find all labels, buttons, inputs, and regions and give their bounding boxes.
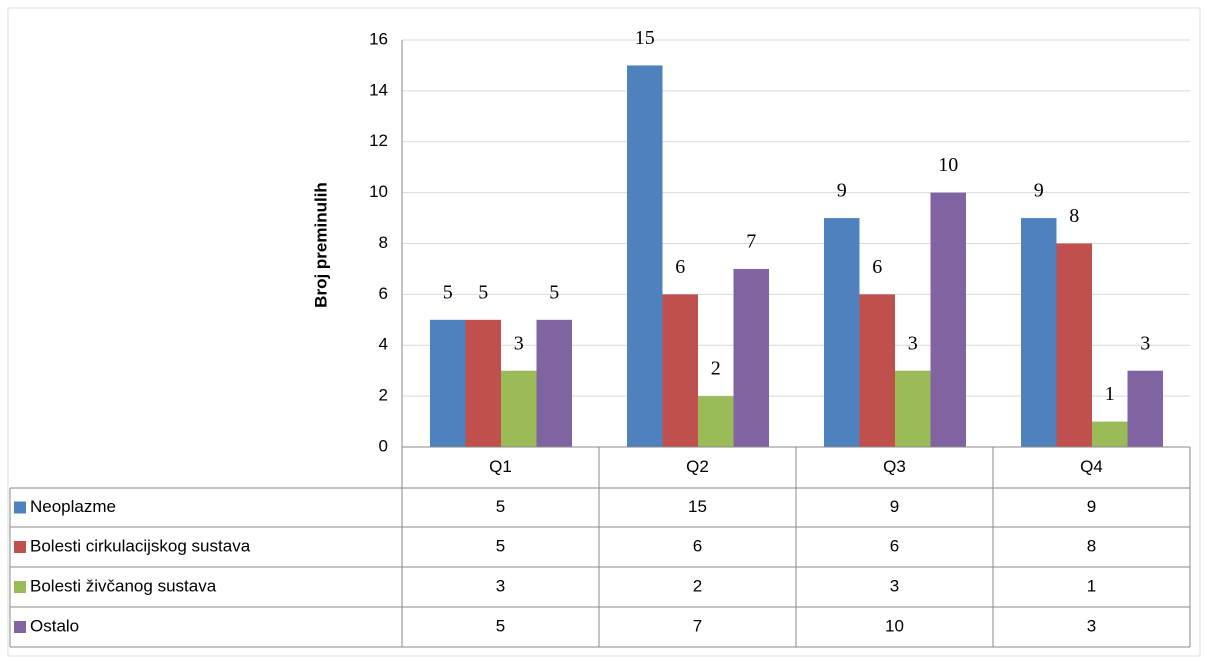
legend-key xyxy=(14,621,26,633)
data-label: 2 xyxy=(711,358,721,380)
table-cell: 3 xyxy=(890,576,899,595)
table-cell: 6 xyxy=(890,536,899,555)
legend-label: Bolesti cirkulacijskog sustava xyxy=(30,536,251,555)
data-label: 9 xyxy=(1034,180,1044,202)
legend-label: Neoplazme xyxy=(30,497,116,516)
x-tick-label: Q3 xyxy=(883,457,906,476)
table-cell: 8 xyxy=(1087,536,1096,555)
bar xyxy=(1021,218,1057,447)
y-tick-label: 12 xyxy=(369,131,388,150)
table-cell: 5 xyxy=(496,536,505,555)
legend-label: Bolesti živčanog sustava xyxy=(30,576,217,595)
table-cell: 3 xyxy=(496,576,505,595)
bar xyxy=(698,396,734,447)
legend-label: Ostalo xyxy=(30,616,79,635)
table-cell: 9 xyxy=(890,497,899,516)
bar xyxy=(930,192,966,447)
bar xyxy=(859,294,895,447)
y-tick-label: 8 xyxy=(379,233,388,252)
bar xyxy=(430,319,466,447)
data-label: 15 xyxy=(635,27,655,49)
data-label: 8 xyxy=(1069,205,1079,227)
x-tick-label: Q4 xyxy=(1080,457,1103,476)
x-tick-label: Q1 xyxy=(489,457,512,476)
data-label: 3 xyxy=(908,332,918,354)
y-tick-label: 4 xyxy=(379,335,388,354)
x-tick-label: Q2 xyxy=(686,457,709,476)
table-cell: 5 xyxy=(496,616,505,635)
table-cell: 5 xyxy=(496,497,505,516)
bar xyxy=(1056,243,1092,447)
table-cell: 6 xyxy=(693,536,702,555)
bar xyxy=(733,268,769,447)
data-label: 7 xyxy=(746,231,756,253)
bar xyxy=(824,218,860,447)
bar xyxy=(465,319,501,447)
legend-key xyxy=(14,581,26,593)
data-label: 9 xyxy=(837,180,847,202)
y-tick-label: 16 xyxy=(369,29,388,48)
data-label: 5 xyxy=(549,281,559,303)
y-tick-label: 2 xyxy=(379,386,388,405)
y-tick-label: 6 xyxy=(379,284,388,303)
bar xyxy=(1092,421,1128,447)
data-label: 5 xyxy=(478,281,488,303)
table-cell: 7 xyxy=(693,616,702,635)
table-cell: 3 xyxy=(1087,616,1096,635)
bar xyxy=(662,294,698,447)
data-label: 5 xyxy=(443,281,453,303)
table-cell: 2 xyxy=(693,576,702,595)
table-cell: 1 xyxy=(1087,576,1096,595)
table-cell: 9 xyxy=(1087,497,1096,516)
data-label: 3 xyxy=(1140,332,1150,354)
data-label: 6 xyxy=(872,256,882,278)
table-cell: 15 xyxy=(688,497,707,516)
bar xyxy=(627,65,663,447)
bar xyxy=(1127,370,1163,447)
bar xyxy=(501,370,537,447)
legend-key xyxy=(14,541,26,553)
y-tick-label: 0 xyxy=(379,436,388,455)
data-label: 1 xyxy=(1105,383,1115,405)
y-tick-label: 14 xyxy=(369,80,388,99)
bar xyxy=(536,319,572,447)
y-tick-label: 10 xyxy=(369,182,388,201)
table-cell: 10 xyxy=(885,616,904,635)
data-label: 10 xyxy=(938,154,958,176)
bar xyxy=(895,370,931,447)
frame xyxy=(7,7,1201,657)
data-label: 6 xyxy=(675,256,685,278)
data-label: 3 xyxy=(514,332,524,354)
y-axis-label: Broj preminulih xyxy=(311,182,330,308)
legend-key xyxy=(14,501,26,514)
